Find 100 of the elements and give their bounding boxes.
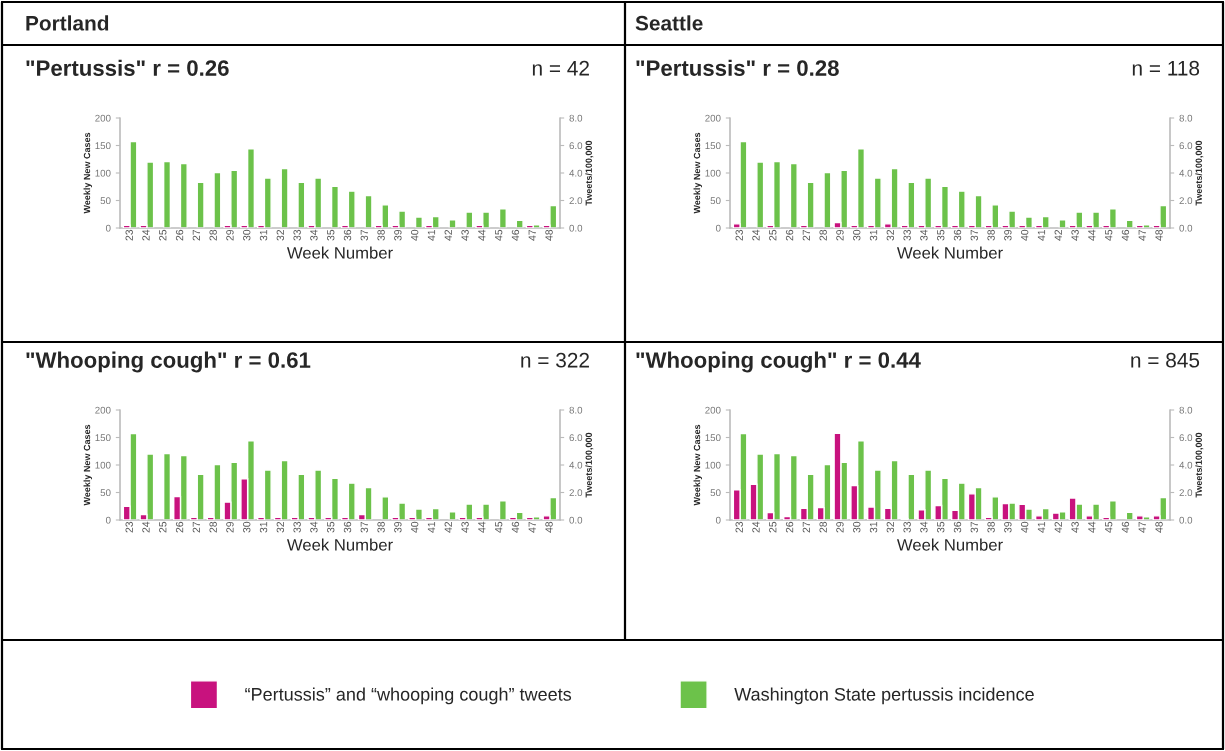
bar [213, 171, 222, 228]
y-tick-label: 200 [95, 114, 111, 122]
bar [196, 181, 205, 228]
x-tick-label: 48 [1155, 521, 1163, 533]
legend-label: “Pertussis” and “whooping cough” tweets [245, 687, 572, 705]
x-tick-label: 39 [1004, 229, 1012, 241]
bar [162, 160, 172, 228]
chart-title: "Pertussis" r = 0.28 [636, 59, 839, 76]
x-tick-label: 42 [444, 229, 452, 241]
x-tick-label: 46 [1121, 229, 1130, 241]
x-tick-label: 35 [327, 229, 335, 241]
x-tick-label: 30 [243, 521, 251, 533]
y2-tick-label: 2.0 [1179, 197, 1193, 205]
x-tick-label: 31 [259, 229, 268, 241]
x-tick-label: 24 [142, 229, 150, 241]
y-tick-label: 50 [710, 489, 721, 497]
y-tick-label: 150 [705, 434, 721, 442]
y2-tick-label: 0.0 [1179, 516, 1193, 524]
legend-label: Washington State pertussis incidence [734, 687, 1034, 705]
text: n = 118 [1132, 60, 1200, 76]
x-tick-label: 29 [226, 229, 234, 241]
bar [297, 181, 306, 228]
x-tick-label: 33 [293, 229, 301, 241]
x-tick-label: 36 [343, 229, 352, 241]
x-tick-label: 32 [276, 521, 285, 533]
x-tick-label: 40 [1020, 229, 1029, 241]
y-tick-label: 50 [710, 197, 721, 205]
x-tick-label: 42 [444, 521, 452, 533]
bar [330, 185, 340, 228]
x-tick-label: 44 [1088, 521, 1096, 533]
y2-axis-title: Tweets/100,000 [1195, 432, 1204, 498]
x-tick-label: 39 [394, 229, 402, 241]
x-tick-label: 43 [461, 229, 469, 241]
x-tick-label: 34 [920, 521, 928, 533]
x-tick-label: 48 [1155, 229, 1163, 241]
x-axis-title: Week Number [286, 246, 393, 259]
x-tick-label: 48 [545, 521, 553, 533]
bar [364, 194, 373, 228]
x-tick-label: 25 [159, 521, 167, 533]
y2-tick-label: 4.0 [569, 169, 583, 177]
chart-subtitle: Seattle [635, 15, 703, 31]
x-tick-label: 40 [1020, 521, 1029, 533]
y2-axis-title: Tweets/100,000 [585, 432, 594, 498]
x-tick-label: 45 [1105, 521, 1113, 533]
x-tick-label: 23 [125, 229, 133, 241]
x-tick-label: 41 [1037, 521, 1046, 533]
y-tick-label: 150 [95, 434, 111, 442]
chart-title: "Whooping cough" r = 0.44 [636, 351, 921, 373]
x-tick-label: 37 [360, 229, 368, 241]
x-tick-label: 26 [175, 229, 184, 241]
y-tick-label: 0 [715, 224, 721, 232]
x-tick-label: 37 [970, 521, 978, 533]
x-tick-label: 28 [209, 521, 217, 533]
y-axis-title: Weekly New Cases [83, 424, 92, 506]
y2-tick-label: 6.0 [1179, 434, 1193, 442]
x-tick-label: 25 [769, 229, 777, 241]
bar [381, 496, 390, 520]
x-tick-label: 41 [427, 229, 436, 241]
y2-tick-label: 8.0 [569, 114, 583, 122]
x-tick-label: 47 [528, 521, 536, 533]
x-tick-label: 25 [769, 521, 777, 533]
y2-tick-label: 2.0 [1179, 489, 1193, 497]
x-tick-label: 42 [1054, 521, 1062, 533]
y2-axis-title: Tweets/100,000 [1195, 140, 1204, 206]
y-tick-label: 100 [95, 461, 111, 469]
bar [162, 452, 172, 520]
x-tick-label: 28 [819, 229, 827, 241]
x-tick-label: 34 [310, 229, 318, 241]
y2-tick-label: 8.0 [1179, 406, 1193, 414]
x-tick-label: 35 [937, 521, 945, 533]
bar [179, 162, 188, 228]
y2-tick-label: 0.0 [569, 224, 583, 232]
y-tick-label: 50 [100, 197, 111, 205]
x-tick-label: 40 [410, 229, 419, 241]
y-tick-label: 50 [100, 489, 111, 497]
x-tick-label: 29 [226, 521, 234, 533]
bar [756, 161, 765, 228]
x-tick-label: 31 [259, 521, 268, 533]
x-tick-label: 29 [836, 229, 844, 241]
x-tick-label: 47 [528, 229, 536, 241]
x-tick-label: 30 [243, 229, 251, 241]
x-tick-label: 41 [1037, 229, 1046, 241]
x-tick-label: 25 [159, 229, 167, 241]
x-tick-label: 44 [478, 229, 486, 241]
y-axis-title: Weekly New Cases [83, 132, 92, 214]
x-tick-label: 48 [545, 229, 553, 241]
y2-tick-label: 0.0 [1179, 224, 1193, 232]
x-tick-label: 31 [869, 229, 878, 241]
x-tick-label: 35 [327, 521, 335, 533]
y-tick-label: 100 [95, 169, 111, 177]
y-tick-label: 100 [705, 461, 721, 469]
x-tick-label: 32 [276, 229, 285, 241]
bar [465, 211, 474, 228]
y-tick-label: 0 [105, 224, 111, 232]
x-tick-label: 43 [1071, 229, 1079, 241]
x-tick-label: 26 [785, 229, 794, 241]
x-tick-label: 39 [394, 521, 402, 533]
x-tick-label: 27 [802, 521, 810, 533]
x-tick-label: 29 [836, 521, 844, 533]
x-tick-label: 32 [886, 229, 895, 241]
